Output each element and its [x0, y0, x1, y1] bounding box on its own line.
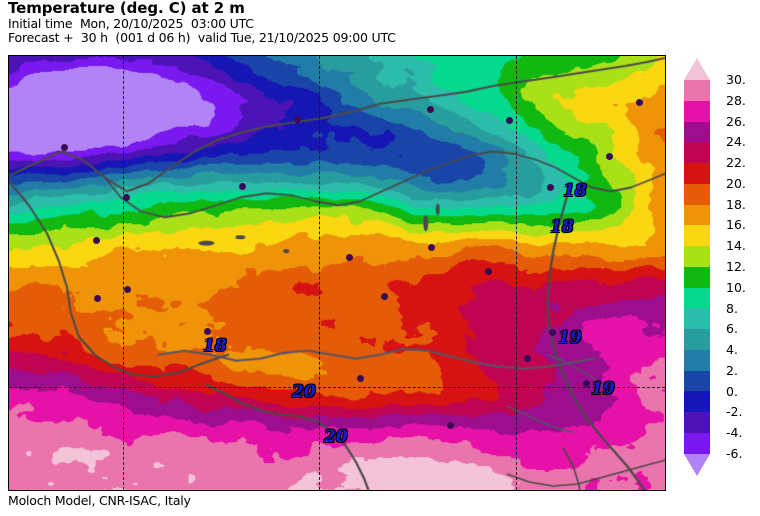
header: Temperature (deg. C) at 2 m Initial time… [8, 0, 688, 45]
city-marker [94, 295, 101, 302]
initial-time-line: Initial time Mon, 20/10/2025 03:00 UTC [8, 16, 254, 31]
colorbar-tick-label: 22. [726, 155, 746, 171]
city-marker [506, 117, 513, 124]
map-annotation-overlay: 18 18 18 19 19 20 20 [9, 56, 665, 490]
colorbar-tick-label: 0. [726, 383, 738, 399]
colorbar-tick-label: 12. [726, 259, 746, 274]
colorbar-bin [684, 100, 710, 122]
colorbar-bin [684, 412, 710, 434]
colorbar-bins [684, 80, 710, 454]
city-marker [485, 268, 492, 275]
isotherm-label: 18 [563, 181, 587, 201]
city-marker [606, 153, 613, 160]
meridian-gridline [516, 56, 517, 490]
meridian-gridline [123, 56, 124, 490]
city-marker [524, 355, 531, 362]
colorbar-bin [684, 163, 710, 184]
colorbar-tick-labels: 30. 28. 26. 24. 22. 20. 18. 16. 14. 12. 10. 8. 6. 4. 2… [726, 58, 760, 494]
colorbar-bin [684, 246, 710, 267]
isotherm-label: 20 [324, 427, 348, 447]
colorbar-bin [684, 142, 710, 164]
colorbar-tick-label: 14. [726, 238, 746, 254]
colorbar-tick-label: -2. [726, 404, 743, 420]
city-marker [547, 184, 554, 191]
colorbar-bin [684, 308, 710, 330]
city-marker [636, 99, 643, 106]
city-marker [357, 375, 364, 382]
colorbar-tick-label: 26. [726, 113, 746, 129]
colorbar-bin [684, 370, 710, 392]
colorbar-tick-label: 28. [726, 92, 746, 108]
colorbar-bin [684, 349, 710, 371]
city-marker [204, 328, 211, 335]
meridian-gridline [319, 56, 320, 490]
colorbar-bin [684, 225, 710, 247]
city-marker [346, 254, 353, 261]
isotherm-label: 18 [550, 217, 574, 237]
colorbar-tick-label: 30. [726, 72, 746, 87]
colorbar-bin [684, 329, 710, 350]
colorbar-bin [684, 391, 710, 413]
colorbar-tick-label: 6. [726, 321, 738, 337]
colorbar-under-arrow [684, 454, 710, 476]
city-marker [61, 144, 68, 151]
isotherm-label: 19 [591, 379, 615, 399]
colorbar-tick-label: 8. [726, 300, 738, 316]
colorbar-bin [684, 121, 710, 143]
colorbar-tick-label: 18. [726, 196, 746, 212]
isotherm-label: 20 [292, 382, 316, 402]
isotherm-label: 18 [203, 336, 227, 356]
city-marker [381, 293, 388, 300]
colorbar-bin [684, 266, 710, 288]
colorbar-bin [684, 287, 710, 309]
colorbar-tick-label: -6. [726, 446, 743, 461]
colorbar [684, 58, 710, 494]
city-marker [239, 183, 246, 190]
colorbar-tick-label: -4. [726, 425, 743, 441]
city-marker [549, 329, 556, 336]
forecast-validity-line: Forecast + 30 h (001 d 06 h) valid Tue, … [8, 30, 396, 45]
isotherm-label: 19 [558, 328, 582, 348]
page-title: Temperature (deg. C) at 2 m [8, 0, 245, 17]
city-marker [583, 380, 590, 387]
colorbar-bin [684, 80, 710, 101]
colorbar-tick-label: 20. [726, 175, 746, 191]
colorbar-over-arrow [684, 58, 710, 80]
colorbar-bin [684, 183, 710, 205]
colorbar-tick-label: 24. [726, 134, 746, 150]
parallel-gridline [9, 387, 665, 388]
temperature-field-raster [9, 56, 665, 490]
city-marker [427, 106, 434, 113]
city-marker [123, 194, 130, 201]
colorbar-bin [684, 433, 710, 454]
colorbar-bin [684, 204, 710, 226]
colorbar-tick-label: 10. [726, 279, 746, 295]
colorbar-tick-label: 4. [726, 342, 738, 358]
city-marker [294, 116, 301, 123]
model-credit: Moloch Model, CNR-ISAC, Italy [8, 493, 191, 508]
colorbar-tick-label: 16. [726, 217, 746, 233]
city-marker [447, 422, 454, 429]
city-marker [93, 237, 100, 244]
map-panel[interactable]: 18 18 18 19 19 20 20 [8, 55, 666, 491]
city-marker [124, 286, 131, 293]
city-marker [428, 244, 435, 251]
colorbar-tick-label: 2. [726, 362, 738, 378]
